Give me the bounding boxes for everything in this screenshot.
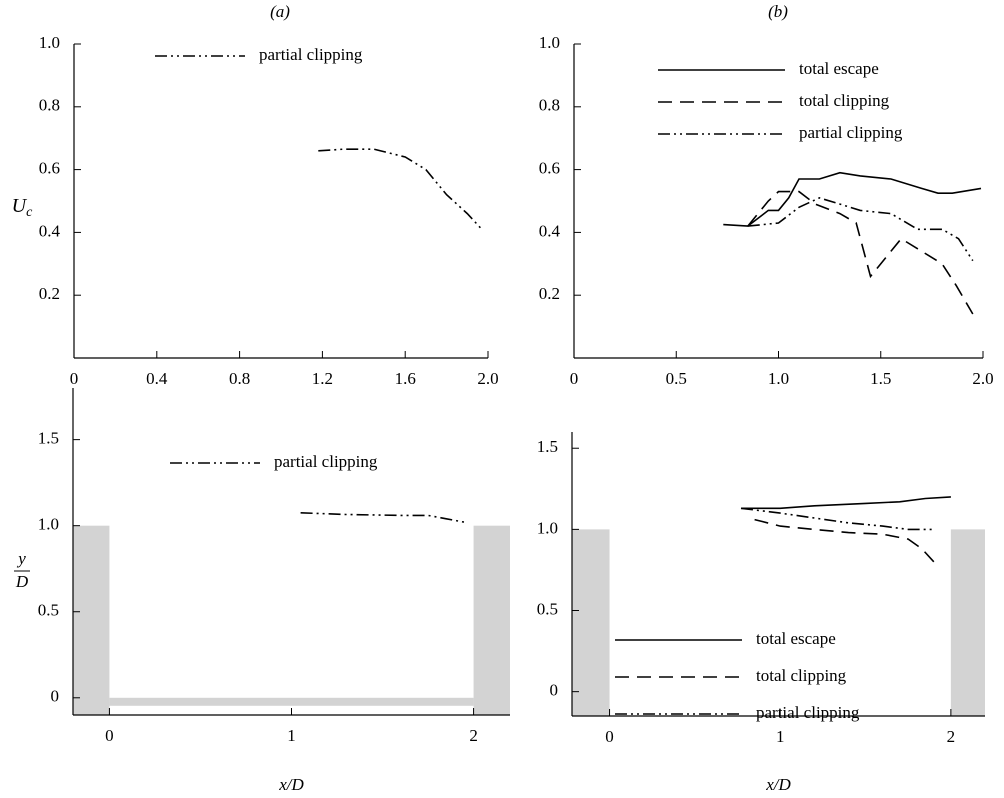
- x-tick-label: 1.6: [395, 369, 416, 388]
- x-tick-label: 0.4: [146, 369, 168, 388]
- x-tick-label: 1: [776, 727, 785, 746]
- x-tick-label: 1.2: [312, 369, 333, 388]
- x-tick-label: 0.5: [666, 369, 687, 388]
- wall: [572, 529, 610, 716]
- floor: [109, 697, 474, 706]
- y-tick-label: 0.2: [39, 284, 60, 303]
- y-tick-label: 1.0: [539, 33, 560, 52]
- legend-label: partial clipping: [756, 703, 860, 722]
- y-tick-label: 0.4: [39, 221, 61, 240]
- y-tick-label: 1.0: [39, 33, 60, 52]
- y-tick-label: 0.5: [38, 601, 59, 620]
- legend-label: total clipping: [799, 91, 890, 110]
- x-tick-label: 0: [70, 369, 79, 388]
- x-axis-label: x/D: [765, 775, 791, 794]
- y-tick-label: 0.5: [537, 599, 558, 618]
- y-axis-label-den: D: [15, 572, 29, 591]
- legend-label: partial clipping: [259, 45, 363, 64]
- data-line: [747, 190, 974, 315]
- wall: [950, 529, 985, 716]
- data-line: [300, 512, 465, 523]
- legend-label: total escape: [799, 59, 879, 78]
- y-tick-label: 0.8: [39, 96, 60, 115]
- data-line: [318, 148, 483, 230]
- data-line: [723, 171, 982, 227]
- panel-title: (b): [768, 2, 788, 21]
- y-tick-label: 1.0: [537, 518, 558, 537]
- wall: [473, 525, 510, 715]
- y-tick-label: 0: [51, 687, 60, 706]
- data-line: [754, 518, 935, 563]
- y-axis-label-sub: c: [26, 205, 33, 220]
- legend-label: partial clipping: [274, 452, 378, 471]
- y-tick-label: 0.6: [39, 159, 60, 178]
- x-tick-label: 1: [287, 726, 296, 745]
- data-line: [741, 496, 951, 510]
- x-tick-label: 0.8: [229, 369, 250, 388]
- x-tick-label: 0: [570, 369, 579, 388]
- data-line: [740, 507, 934, 531]
- x-tick-label: 0: [105, 726, 114, 745]
- y-tick-label: 1.0: [38, 515, 59, 534]
- y-axis-label-main: U: [12, 195, 28, 217]
- y-tick-label: 1.5: [38, 429, 59, 448]
- y-axis-label-num: y: [16, 549, 26, 568]
- y-tick-label: 0.8: [539, 96, 560, 115]
- legend-label: partial clipping: [799, 123, 903, 142]
- x-axis-label: x/D: [278, 775, 304, 794]
- y-tick-label: 0: [550, 681, 559, 700]
- x-tick-label: 2: [947, 727, 956, 746]
- wall: [73, 525, 110, 715]
- y-tick-label: 0.6: [539, 159, 560, 178]
- x-tick-label: 1.0: [768, 369, 789, 388]
- y-tick-label: 1.5: [537, 437, 558, 456]
- panel-title: (a): [270, 2, 290, 21]
- y-tick-label: 0.2: [539, 284, 560, 303]
- x-tick-label: 1.5: [870, 369, 891, 388]
- y-axis-label: Uc: [12, 195, 33, 221]
- x-tick-label: 2: [469, 726, 478, 745]
- data-line: [747, 197, 974, 262]
- y-tick-label: 0.4: [539, 221, 561, 240]
- x-tick-label: 2.0: [972, 369, 993, 388]
- x-tick-label: 0: [605, 727, 614, 746]
- legend-label: total escape: [756, 629, 836, 648]
- legend-label: total clipping: [756, 666, 847, 685]
- x-tick-label: 2.0: [477, 369, 498, 388]
